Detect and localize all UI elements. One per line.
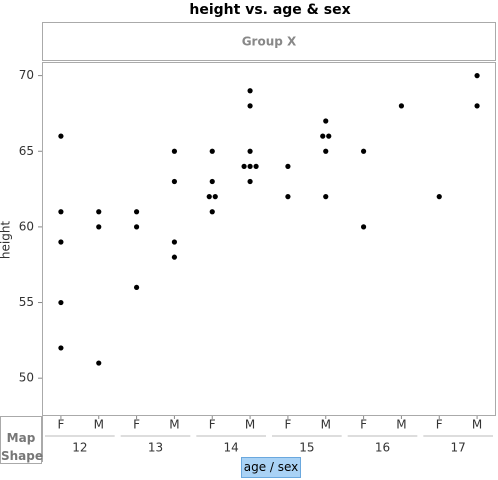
- x-tick-label: M: [169, 418, 179, 432]
- group-label: 14: [224, 441, 239, 455]
- point: [133, 224, 140, 230]
- point: [58, 133, 64, 139]
- point: [285, 194, 291, 200]
- point: [96, 224, 102, 230]
- map-shape-label[interactable]: Map Shape: [1, 431, 44, 463]
- point: [241, 163, 247, 169]
- y-axis-label[interactable]: height: [0, 221, 13, 260]
- x-tick-label: F: [133, 418, 140, 432]
- y-tick-label: 65: [19, 144, 34, 158]
- point: [247, 178, 253, 185]
- group-label: 16: [375, 441, 390, 455]
- group-x-zone[interactable]: [42, 22, 496, 61]
- point: [323, 148, 329, 154]
- y-tick-label: 60: [19, 219, 34, 233]
- y-tick-label: 70: [19, 68, 34, 82]
- point: [171, 178, 178, 185]
- group-x-label: Group X: [242, 35, 297, 49]
- point: [360, 148, 367, 154]
- point: [323, 118, 329, 124]
- point: [474, 103, 480, 109]
- y-tick-label: 50: [19, 371, 34, 385]
- chart-title: height vs. age & sex: [189, 2, 350, 18]
- x-tick-label: M: [472, 418, 482, 432]
- point: [326, 133, 332, 139]
- group-label: 17: [451, 441, 466, 455]
- x-tick-label: M: [321, 418, 331, 432]
- x-tick-label: M: [94, 418, 104, 432]
- point: [285, 163, 291, 169]
- x-tick-label: M: [245, 418, 255, 432]
- point: [247, 163, 253, 169]
- point: [360, 224, 367, 230]
- group-label: 15: [299, 441, 314, 455]
- point: [171, 148, 178, 154]
- map-shape-zone[interactable]: [0, 416, 42, 464]
- point: [133, 209, 140, 215]
- plot-frame: [42, 62, 496, 416]
- point: [171, 254, 178, 260]
- x-axis-label[interactable]: age / sex: [241, 457, 301, 478]
- point: [96, 360, 102, 366]
- point: [474, 73, 480, 79]
- group-label: 12: [72, 441, 87, 455]
- point: [398, 103, 405, 109]
- point: [247, 103, 253, 109]
- x-tick-label: F: [57, 418, 64, 432]
- point: [436, 194, 442, 200]
- x-tick-label: F: [360, 418, 367, 432]
- point: [58, 209, 64, 215]
- point: [209, 209, 215, 215]
- point: [212, 194, 218, 200]
- x-tick-label: F: [284, 418, 291, 432]
- y-tick-label: 55: [19, 295, 34, 309]
- point: [209, 148, 215, 154]
- point: [247, 88, 253, 94]
- point: [58, 345, 64, 351]
- point: [171, 239, 178, 245]
- point: [320, 133, 326, 139]
- point: [96, 209, 102, 215]
- x-tick-label: F: [436, 418, 443, 432]
- point: [58, 299, 64, 306]
- group-label: 13: [148, 441, 163, 455]
- point: [133, 284, 140, 291]
- point: [253, 163, 259, 169]
- x-tick-label: F: [209, 418, 216, 432]
- point: [247, 148, 253, 154]
- point: [206, 194, 212, 200]
- point: [58, 239, 64, 245]
- point: [209, 178, 215, 185]
- x-tick-label: M: [396, 418, 406, 432]
- point: [323, 194, 329, 200]
